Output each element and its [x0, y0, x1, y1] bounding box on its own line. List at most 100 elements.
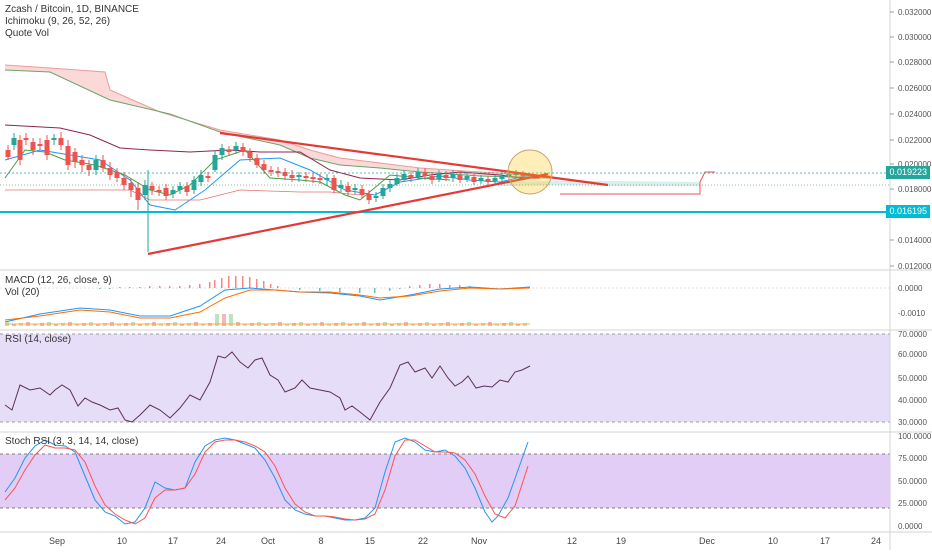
candle: [86, 160, 92, 176]
stoch-d-line: [4, 439, 529, 525]
price-tick-label: 0.030000: [898, 33, 932, 42]
macd-histogram-bar: [209, 282, 211, 288]
stoch-k-line: [4, 437, 529, 525]
candle: [11, 133, 17, 150]
quote-vol-legend[interactable]: Quote Vol: [5, 28, 49, 39]
descending-trendline: [219, 131, 609, 187]
macd-legend[interactable]: MACD (12, 26, close, 9): [5, 275, 112, 286]
macd-histogram-bar: [270, 284, 272, 288]
vol-legend[interactable]: Vol (20): [5, 287, 40, 298]
volume-bar: [103, 323, 107, 326]
candle: [114, 168, 120, 182]
candle: [44, 135, 50, 160]
candle: [359, 185, 365, 198]
candle: [303, 172, 309, 182]
candle: [191, 176, 197, 194]
volume-bar: [145, 323, 149, 326]
candle: [156, 186, 162, 196]
volume-bar: [460, 323, 464, 326]
volume-bar: [313, 323, 317, 326]
candle: [345, 182, 351, 196]
candle: [492, 175, 498, 184]
candle: [135, 182, 141, 210]
stoch-tick-label: 75.0000: [898, 454, 927, 463]
macd-histogram-bar: [299, 288, 301, 290]
volume-bar: [474, 324, 478, 326]
candle: [121, 172, 127, 190]
volume-bar: [418, 323, 422, 326]
macd-histogram-bar: [399, 288, 401, 289]
candle: [394, 174, 400, 186]
candle: [205, 172, 211, 182]
stoch-tick-label: 100.0000: [898, 432, 932, 441]
price-tick-label: 0.026000: [898, 84, 932, 93]
ichimoku-cloud-bearish: [5, 65, 550, 178]
time-axis-label: 12: [567, 536, 577, 546]
macd-tick-label: 0.0000: [898, 284, 923, 293]
candle: [387, 180, 393, 192]
candle: [72, 148, 78, 168]
candle: [415, 168, 421, 180]
volume-bar: [397, 323, 401, 326]
candle: [422, 168, 428, 180]
macd-histogram-bar: [409, 286, 411, 288]
candle: [5, 145, 11, 160]
volume-bar: [117, 324, 121, 326]
volume-bar: [439, 323, 443, 326]
stoch-tick-label: 0.0000: [898, 522, 923, 531]
macd-histogram-bar: [256, 279, 258, 288]
rsi-legend[interactable]: RSI (14, close): [5, 334, 72, 345]
macd-histogram-bar: [221, 278, 223, 288]
time-axis-label: Sep: [49, 536, 65, 546]
candle: [247, 148, 253, 162]
candle: [485, 176, 491, 185]
candle: [373, 192, 379, 202]
volume-bar: [453, 324, 457, 326]
candle: [212, 150, 218, 172]
candle: [58, 132, 64, 150]
volume-bar: [61, 323, 65, 326]
lagging-span: [5, 189, 361, 201]
candle: [366, 190, 372, 204]
macd-histogram-bar: [169, 286, 171, 288]
current-price-label: 0.019223: [886, 166, 930, 179]
volume-bar: [208, 323, 212, 326]
apex-highlight-circle: [507, 149, 553, 195]
candle: [23, 133, 29, 145]
candle: [499, 172, 505, 182]
candle: [282, 168, 288, 180]
candle: [401, 170, 407, 182]
volume-bar: [523, 323, 527, 326]
price-tick-label: 0.020000: [898, 160, 932, 169]
volume-bar: [432, 324, 436, 326]
volume-bar: [180, 324, 184, 326]
rsi-pane: [0, 333, 890, 423]
volume-bar: [222, 314, 226, 326]
volume-bar: [138, 324, 142, 326]
symbol-legend[interactable]: Zcash / Bitcoin, 1D, BINANCE: [5, 4, 139, 15]
price-tick-label: 0.024000: [898, 110, 932, 119]
candle: [163, 184, 169, 200]
macd-histogram-bar: [179, 286, 181, 288]
candle: [233, 142, 239, 154]
volume-bar: [348, 324, 352, 326]
candle: [296, 172, 302, 182]
candle: [17, 135, 23, 165]
candle: [219, 144, 225, 160]
time-axis-label: 8: [318, 536, 323, 546]
macd-histogram-bar: [228, 276, 230, 288]
tenkan-line: [4, 149, 546, 211]
stoch-rsi-legend[interactable]: Stoch RSI (3, 3, 14, 14, close): [5, 436, 139, 447]
volume-bar: [201, 324, 205, 326]
volume-bar: [306, 324, 310, 326]
candle: [93, 155, 99, 175]
time-axis-label: 24: [216, 536, 226, 546]
candle: [65, 140, 71, 170]
volume-bar: [285, 324, 289, 326]
volume-bar: [243, 324, 247, 326]
volume-bar: [82, 323, 86, 326]
time-axis-label: Dec: [699, 536, 716, 546]
ichimoku-legend[interactable]: Ichimoku (9, 26, 52, 26): [5, 16, 111, 27]
